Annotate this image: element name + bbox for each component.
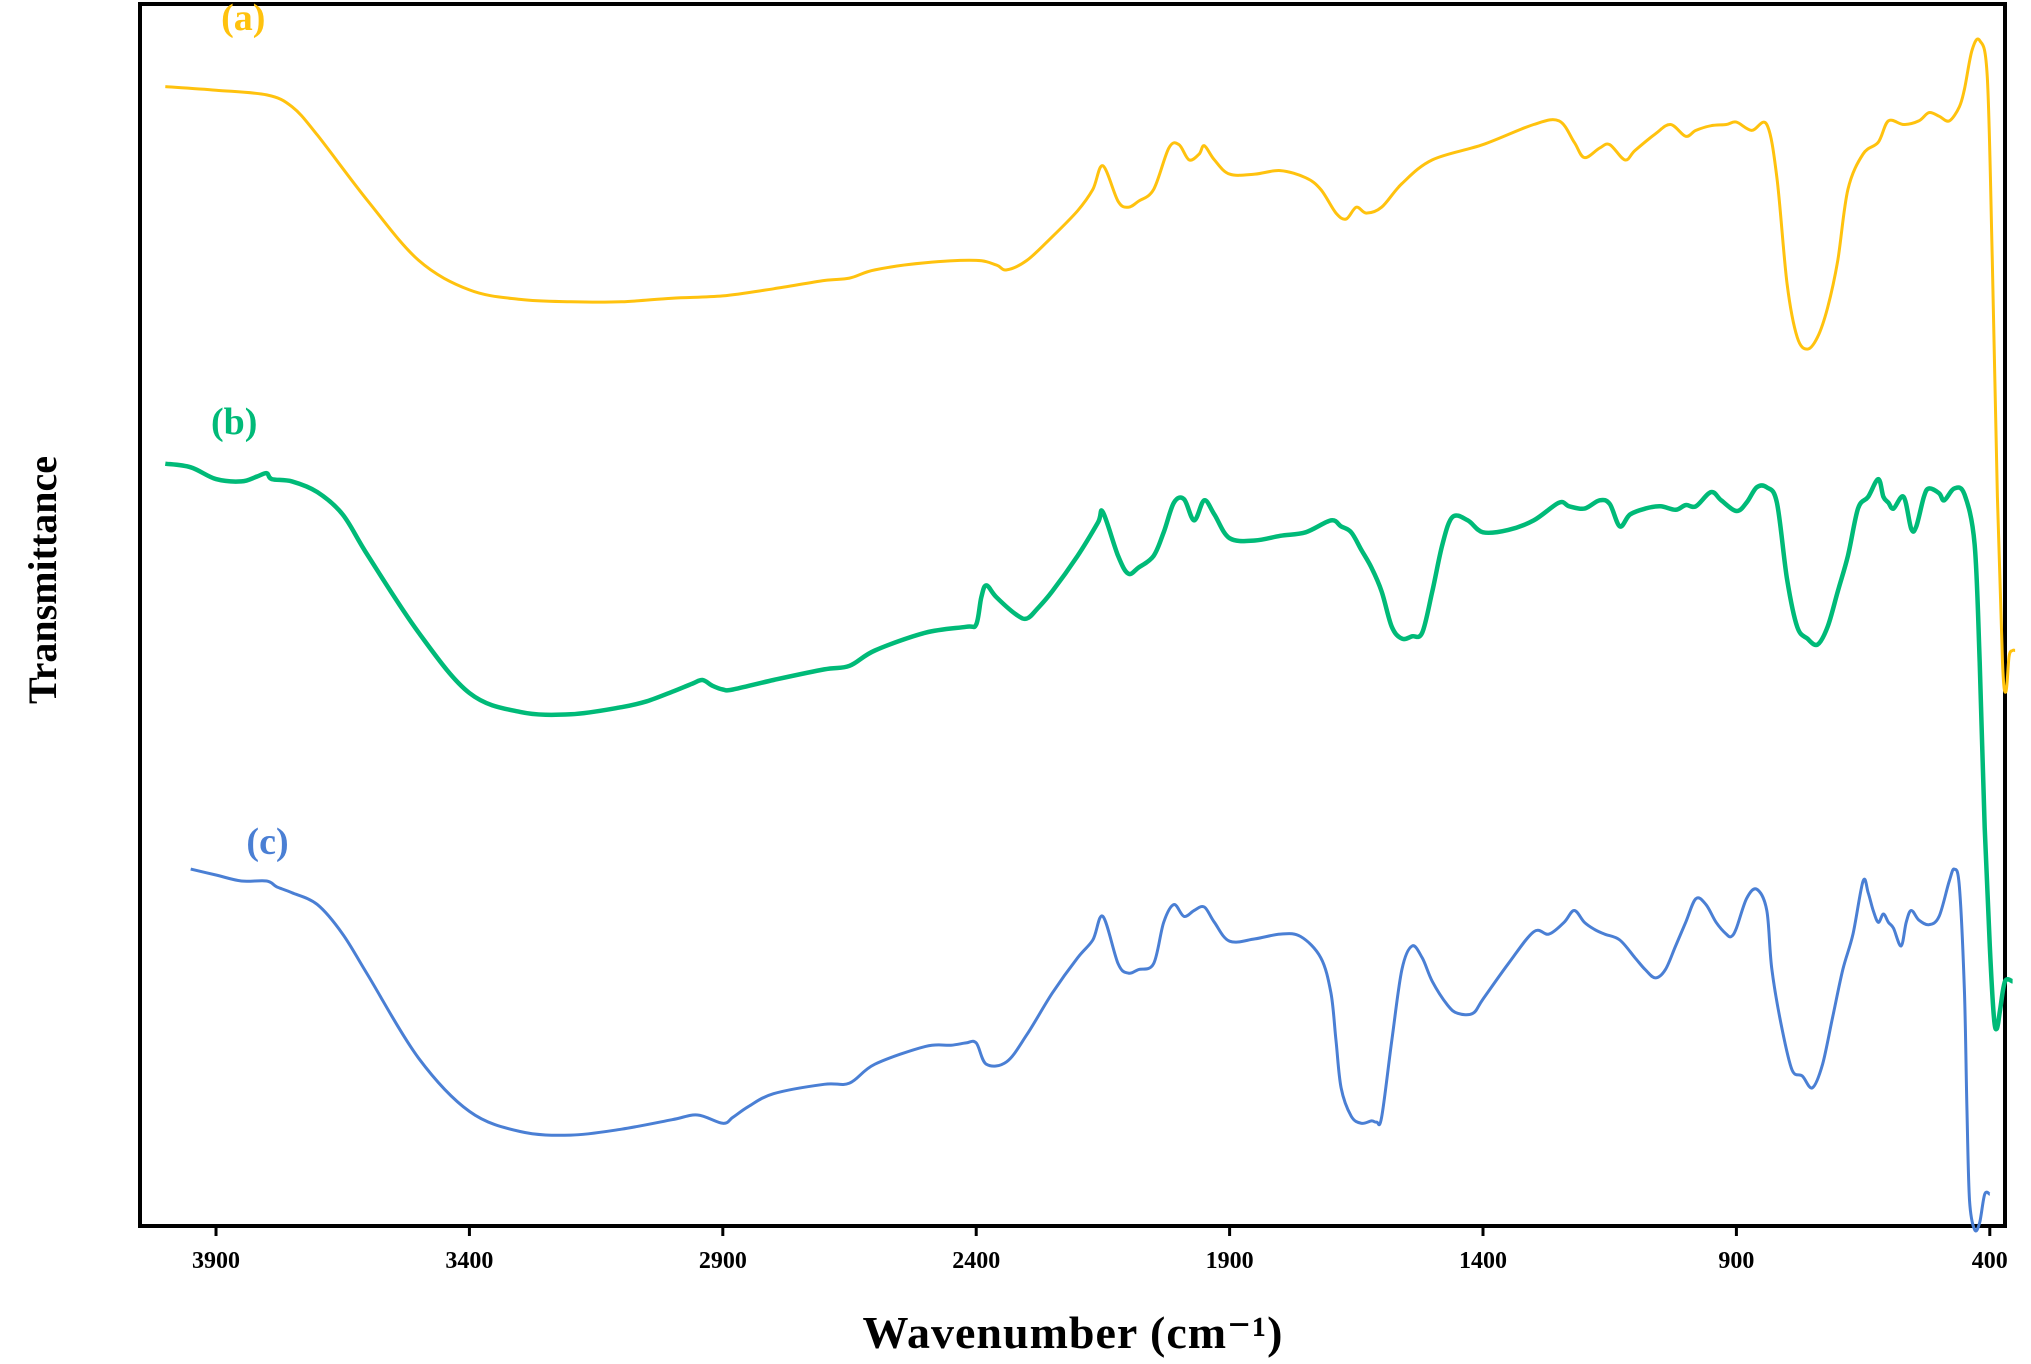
series-label-a: (a) (221, 0, 265, 39)
x-tick-label-1900: 1900 (1206, 1248, 1254, 1274)
series-label-c: (c) (246, 821, 288, 863)
y-axis-title: Transmittance (20, 456, 65, 704)
series-layer: (a) (b) (c) (164, 0, 2016, 1233)
x-tick-label-2900: 2900 (699, 1248, 747, 1274)
series-line-a (165, 37, 2016, 694)
x-tick-label-3900: 3900 (192, 1248, 240, 1274)
x-tick-label-3400: 3400 (445, 1248, 493, 1274)
x-tick-label-1400: 1400 (1459, 1248, 1507, 1274)
series-line-c (190, 867, 1991, 1233)
x-tick-label-2400: 2400 (952, 1248, 1000, 1274)
series-label-b: (b) (211, 401, 257, 443)
x-tick-label-900: 900 (1718, 1248, 1754, 1274)
series-line-b (164, 461, 2014, 1032)
x-axis-ticks: 3900 3400 2900 2400 1900 1400 900 400 (192, 1226, 2008, 1274)
x-tick-label-400: 400 (1972, 1248, 2008, 1274)
plot-frame (138, 2, 2007, 1228)
x-axis-title: Wavenumber (cm⁻¹) (863, 1307, 1284, 1358)
